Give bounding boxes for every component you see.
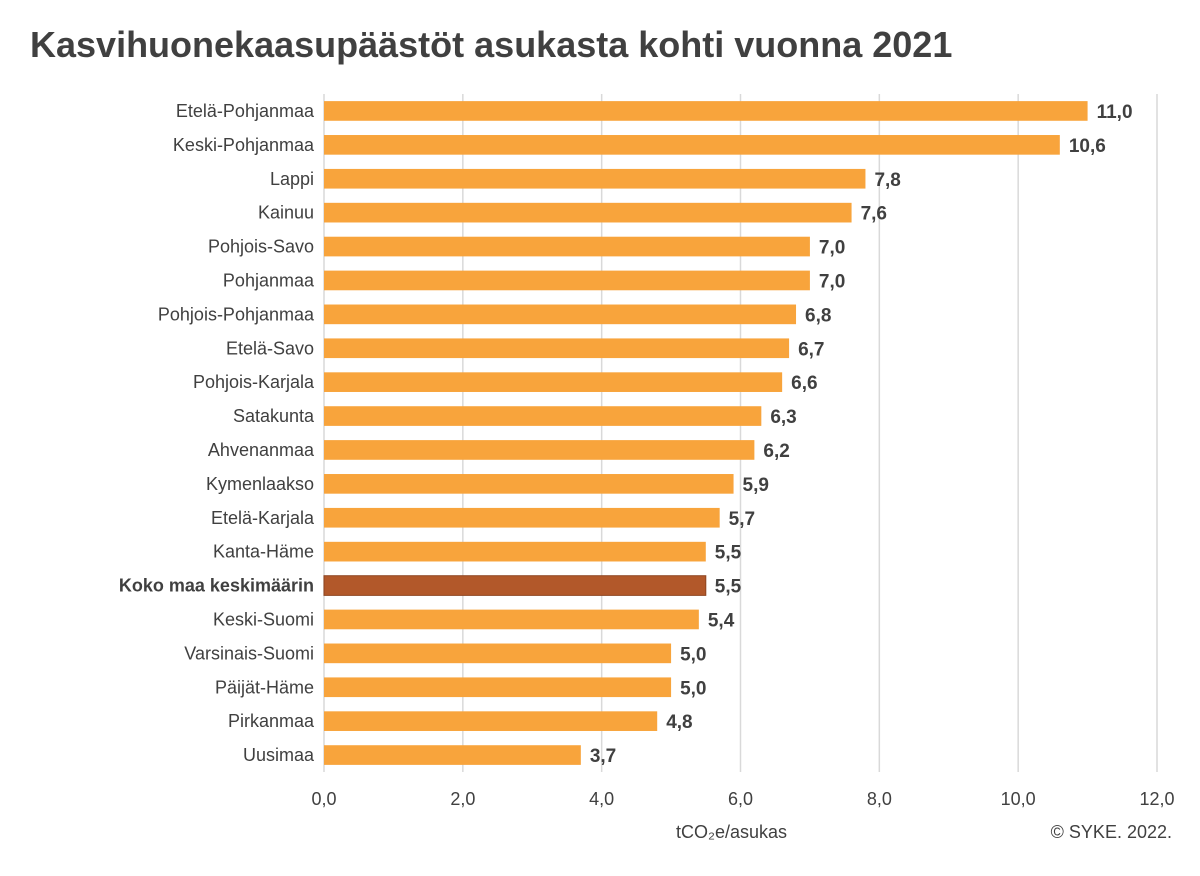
- bar: [324, 609, 699, 630]
- credit-text: © SYKE. 2022.: [1050, 822, 1172, 842]
- category-label: Keski-Suomi: [213, 609, 314, 629]
- category-labels: Etelä-Pohjanmaa Keski-Pohjanmaa Lappi Kainu…: [119, 101, 315, 765]
- bar: [324, 236, 810, 257]
- bar: [324, 270, 810, 291]
- category-label: Pohjois-Karjala: [193, 372, 315, 392]
- category-label: Pirkanmaa: [228, 711, 315, 731]
- value-label: 6,7: [798, 339, 824, 360]
- grid-lines: [323, 94, 1158, 772]
- category-label: Koko maa keskimäärin: [119, 576, 314, 596]
- x-tick-labels: 0,0 2,0 4,0 6,0 8,0 10,0 12,0: [311, 789, 1174, 809]
- category-label: Uusimaa: [243, 745, 315, 765]
- value-label: 5,5: [715, 577, 742, 598]
- bar: [324, 541, 706, 562]
- value-label: 6,2: [763, 441, 789, 462]
- category-label: Keski-Pohjanmaa: [173, 135, 315, 155]
- bar: [324, 168, 866, 189]
- value-label: 3,7: [590, 746, 616, 767]
- category-label: Etelä-Savo: [226, 338, 314, 358]
- bar: [324, 372, 783, 392]
- category-label: Pohjois-Savo: [208, 237, 314, 257]
- bar: [324, 643, 672, 664]
- category-label: Kanta-Häme: [213, 542, 314, 562]
- category-label: Pohjanmaa: [223, 270, 315, 290]
- value-label: 11,0: [1097, 102, 1133, 123]
- value-label: 5,7: [729, 509, 755, 530]
- category-label: Etelä-Pohjanmaa: [176, 101, 315, 121]
- value-label: 5,4: [708, 610, 735, 631]
- bar: [324, 507, 720, 528]
- x-tick-label: 8,0: [867, 789, 892, 809]
- bar: [324, 474, 734, 494]
- category-label: Varsinais-Suomi: [184, 643, 314, 663]
- bar: [324, 202, 852, 223]
- category-label: Päijät-Häme: [215, 677, 314, 697]
- bar: [324, 101, 1088, 121]
- bar: [324, 711, 658, 731]
- x-tick-label: 6,0: [728, 789, 753, 809]
- value-label: 5,0: [680, 678, 706, 699]
- x-tick-label: 12,0: [1139, 789, 1174, 809]
- value-label: 6,6: [791, 373, 817, 394]
- x-tick-label: 10,0: [1001, 789, 1036, 809]
- value-label: 5,9: [743, 475, 769, 496]
- value-label: 4,8: [666, 712, 692, 733]
- category-label: Etelä-Karjala: [211, 508, 315, 528]
- value-label: 7,0: [819, 271, 845, 292]
- bar: [324, 440, 755, 460]
- chart-title: Kasvihuonekaasupäästöt asukasta kohti vu…: [30, 24, 953, 65]
- value-label: 7,0: [819, 238, 845, 259]
- x-tick-label: 2,0: [450, 789, 475, 809]
- value-label: 7,6: [861, 204, 887, 225]
- value-label: 6,3: [770, 407, 796, 428]
- value-label: 7,8: [874, 170, 900, 191]
- value-label: 10,6: [1069, 136, 1106, 157]
- category-label: Pohjois-Pohjanmaa: [158, 304, 315, 324]
- x-tick-label: 0,0: [311, 789, 336, 809]
- value-label: 6,8: [805, 305, 831, 326]
- bar: [324, 677, 672, 698]
- x-axis-label: tCO₂e/asukas: [676, 822, 788, 842]
- bar: [324, 338, 790, 359]
- category-label: Ahvenanmaa: [208, 440, 315, 460]
- category-label: Kymenlaakso: [206, 474, 314, 494]
- bars: [323, 101, 1088, 765]
- bar: [324, 135, 1060, 155]
- category-label: Satakunta: [233, 406, 315, 426]
- bar-average: [323, 575, 707, 596]
- category-label: Kainuu: [258, 203, 314, 223]
- bar: [324, 406, 762, 426]
- value-labels: 11,0 10,6 7,8 7,6 7,0 7,0 6,8 6,7 6,6 6,3 6,2 5,9 5,…: [590, 102, 1133, 767]
- bar: [324, 745, 581, 765]
- value-label: 5,5: [715, 543, 742, 564]
- category-label: Lappi: [270, 169, 314, 189]
- value-label: 5,0: [680, 644, 706, 665]
- bar: [324, 304, 797, 325]
- x-tick-label: 4,0: [589, 789, 614, 809]
